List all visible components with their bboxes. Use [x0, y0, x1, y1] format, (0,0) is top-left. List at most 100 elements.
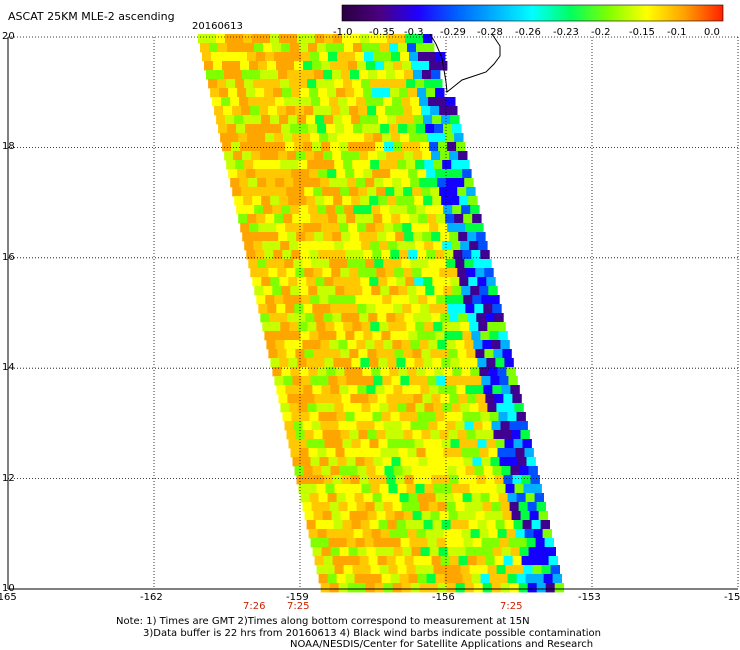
swath-cell	[546, 547, 556, 557]
swath-cell	[368, 232, 378, 242]
swath-cell	[494, 475, 504, 485]
swath-cell	[383, 340, 393, 350]
swath-cell	[415, 160, 425, 170]
swath-cell	[323, 394, 333, 404]
swath-cell	[439, 511, 449, 521]
swath-cell	[375, 466, 385, 476]
swath-cell	[424, 241, 434, 251]
swath-cell	[440, 151, 450, 161]
swath-cell	[338, 178, 348, 188]
swath-cell	[412, 349, 422, 359]
swath-cell	[260, 232, 270, 242]
swath-cell	[416, 529, 426, 539]
swath-cell	[346, 376, 356, 386]
swath-cell	[395, 394, 405, 404]
swath-cell	[225, 115, 235, 125]
swath-cell	[323, 556, 333, 566]
swath-cell	[309, 331, 319, 341]
swath-cell	[364, 295, 374, 305]
swath-cell	[314, 232, 324, 242]
swath-cell	[386, 151, 396, 161]
swath-cell	[321, 61, 331, 71]
swath-cell	[436, 538, 446, 548]
swath-cell	[435, 412, 445, 422]
swath-cell	[295, 187, 305, 197]
swath-cell	[360, 358, 370, 368]
swath-cell	[291, 169, 301, 179]
swath-cell	[472, 376, 482, 386]
swath-cell	[301, 214, 311, 224]
swath-cell	[215, 70, 225, 80]
swath-cell	[428, 259, 438, 269]
swath-cell	[352, 403, 362, 413]
swath-cell	[388, 160, 398, 170]
swath-cell	[308, 124, 318, 134]
swath-cell	[283, 295, 293, 305]
swath-cell	[401, 340, 411, 350]
swath-cell	[332, 151, 342, 161]
swath-cell	[263, 43, 273, 53]
swath-cell	[460, 484, 470, 494]
swath-cell	[354, 574, 364, 584]
swath-cell	[451, 565, 461, 575]
swath-cell	[368, 151, 378, 161]
swath-cell	[366, 466, 376, 476]
swath-cell	[341, 475, 351, 485]
swath-cell	[433, 241, 443, 251]
swath-cell	[474, 223, 484, 233]
swath-cell	[408, 412, 418, 422]
swath-cell	[482, 259, 492, 269]
swath-cell	[402, 61, 412, 71]
swath-cell	[432, 277, 442, 287]
swath-cell	[384, 223, 394, 233]
swath-cell	[372, 169, 382, 179]
swath-cell	[452, 286, 462, 296]
swath-cell	[405, 115, 415, 125]
swath-cell	[507, 412, 517, 422]
swath-cell	[459, 439, 469, 449]
swath-cell	[337, 295, 347, 305]
swath-cell	[423, 358, 433, 368]
swath-cell	[416, 43, 426, 53]
swath-cell	[404, 475, 414, 485]
swath-cell	[257, 97, 267, 107]
swath-cell	[403, 349, 413, 359]
swath-cell	[427, 52, 437, 62]
swath-cell	[413, 475, 423, 485]
swath-cell	[438, 61, 448, 71]
swath-cell	[414, 34, 424, 44]
swath-cell	[332, 232, 342, 242]
swath-cell	[275, 178, 285, 188]
swath-cell	[426, 169, 436, 179]
swath-cell	[395, 475, 405, 485]
swath-cell	[363, 88, 373, 98]
swath-cell	[375, 547, 385, 557]
swath-cell	[470, 286, 480, 296]
swath-cell	[231, 61, 241, 71]
swath-cell	[445, 457, 455, 467]
swath-cell	[401, 97, 411, 107]
swath-cell	[238, 133, 248, 143]
swath-cell	[293, 178, 303, 188]
swath-cell	[425, 43, 435, 53]
swath-cell	[354, 169, 364, 179]
swath-cell	[320, 340, 330, 350]
swath-cell	[534, 574, 544, 584]
swath-cell	[379, 565, 389, 575]
swath-cell	[373, 538, 383, 548]
swath-cell	[471, 331, 481, 341]
swath-cell	[354, 493, 364, 503]
swath-cell	[262, 322, 272, 332]
swath-cell	[358, 430, 368, 440]
swath-cell	[274, 52, 284, 62]
swath-cell	[328, 133, 338, 143]
swath-cell	[357, 466, 367, 476]
colorbar-tick-label: -0.15	[629, 27, 655, 38]
swath-cell	[371, 124, 381, 134]
swath-cell	[357, 385, 367, 395]
swath-cell	[350, 70, 360, 80]
swath-cell	[505, 565, 515, 575]
swath-cell	[433, 79, 443, 89]
swath-cell	[245, 205, 255, 215]
swath-cell	[447, 547, 457, 557]
